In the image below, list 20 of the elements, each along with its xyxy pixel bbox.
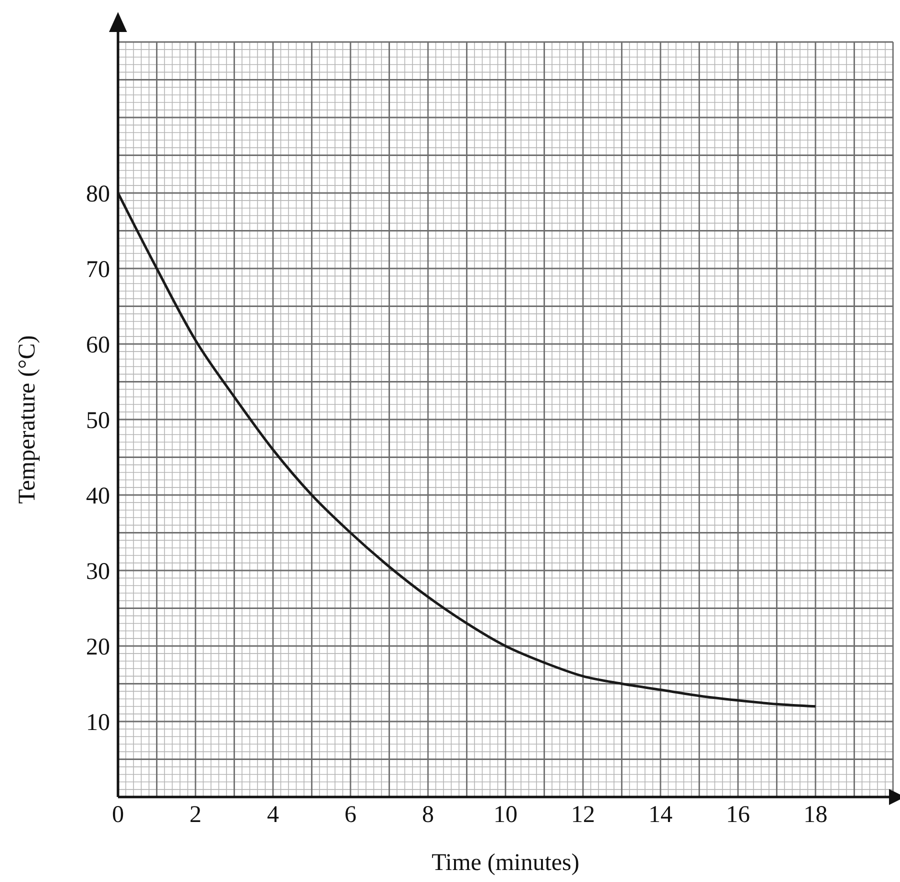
x-tick-label: 18 bbox=[804, 802, 828, 828]
y-tick-label: 60 bbox=[86, 332, 110, 359]
x-tick-label: 12 bbox=[571, 802, 595, 828]
x-tick-label: 2 bbox=[190, 802, 202, 828]
y-tick-label: 30 bbox=[86, 559, 110, 586]
x-tick-label: 8 bbox=[422, 802, 434, 828]
y-tick-label: 10 bbox=[86, 710, 110, 736]
x-tick-label: 0 bbox=[112, 802, 124, 828]
x-tick-label: 4 bbox=[267, 802, 279, 828]
y-tick-label: 20 bbox=[86, 634, 110, 661]
y-axis-title: Temperature (°C) bbox=[14, 335, 41, 504]
x-axis-title: Time (minutes) bbox=[432, 850, 580, 876]
x-tick-label: 6 bbox=[344, 802, 356, 828]
y-tick-label: 70 bbox=[86, 257, 110, 284]
y-tick-label: 80 bbox=[86, 182, 110, 208]
x-tick-label: 14 bbox=[648, 802, 672, 828]
x-tick-label: 16 bbox=[726, 802, 750, 828]
y-tick-label: 50 bbox=[86, 408, 110, 434]
x-tick-label: 10 bbox=[494, 802, 518, 828]
y-tick-label: 40 bbox=[86, 484, 110, 510]
